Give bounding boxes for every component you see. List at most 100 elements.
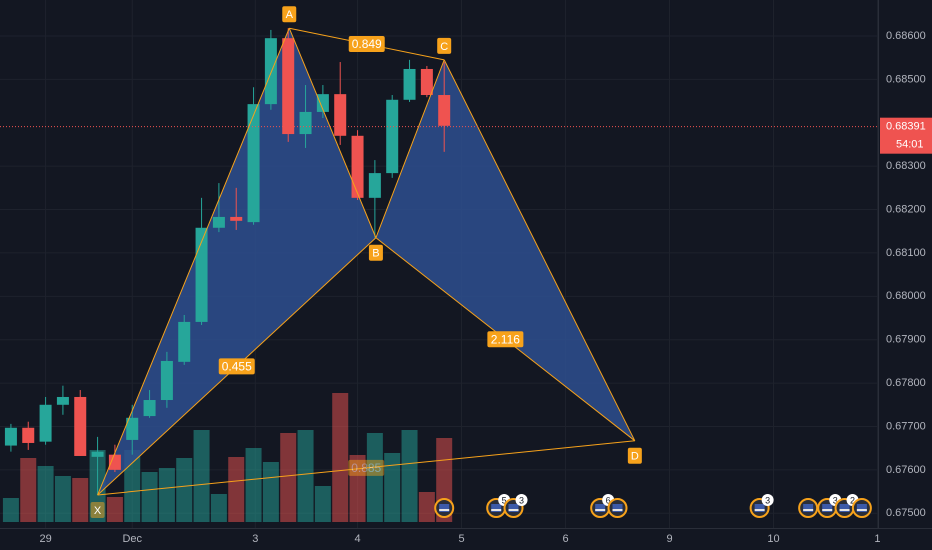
point-box [627, 447, 642, 464]
y-tick-label: 0.68000 [886, 290, 926, 302]
y-tick-label: 0.67900 [886, 334, 926, 346]
last-price-label: 0.68391 [886, 121, 926, 133]
candle-body [282, 38, 295, 135]
volume-bar [314, 486, 331, 522]
ratio-text: 0.885 [351, 461, 381, 475]
volume-bar [72, 478, 89, 522]
candle-body [403, 68, 416, 100]
event-flag [754, 504, 765, 512]
candle-body [386, 99, 399, 174]
pattern-line [97, 28, 290, 496]
event-badge [515, 494, 528, 506]
y-tick-label: 0.68500 [886, 73, 926, 85]
x-tick-label: 3 [252, 533, 258, 545]
ratio-label: 0.455 [218, 358, 255, 375]
volume-bar [384, 453, 401, 522]
event-badge-text: 2 [850, 495, 855, 505]
volume-bar [141, 472, 158, 522]
countdown-label: 54:01 [896, 139, 924, 151]
x-tick-label: 4 [354, 533, 360, 545]
point-label: D [631, 451, 639, 463]
event-flag [803, 504, 814, 512]
x-tick-label: 1 [874, 533, 880, 545]
event-flag [612, 504, 623, 512]
volume-bar [245, 448, 262, 522]
candle-body [160, 360, 173, 401]
ratio-label: 0.885 [348, 459, 385, 476]
candle-body [334, 94, 347, 136]
volume-bar [262, 462, 279, 522]
point-box [90, 502, 105, 519]
ratio-text: 0.455 [222, 360, 252, 374]
volume-bar [37, 466, 54, 522]
point-label: A [286, 9, 294, 21]
candle-body [178, 321, 191, 362]
point-box [368, 244, 383, 261]
candle-body [212, 216, 225, 228]
candle-body [126, 417, 139, 440]
ratio-box [487, 331, 524, 348]
event-flag [839, 504, 850, 512]
volume-bar [228, 457, 245, 522]
y-tick-label: 0.67800 [886, 377, 926, 389]
event-flag [508, 504, 519, 512]
pattern-line [97, 440, 635, 496]
volume-bar [366, 433, 383, 522]
candle-body [299, 111, 312, 135]
y-tick-label: 0.68600 [886, 30, 926, 42]
candle-body [91, 451, 104, 457]
pattern-line [288, 28, 377, 238]
ratio-text: 2.116 [491, 332, 520, 346]
volume-bar [193, 430, 210, 522]
candle-body [56, 396, 69, 405]
event-flag [491, 504, 502, 512]
volume-bar [210, 494, 227, 522]
event-badge-text: 3 [765, 495, 770, 505]
candle-body [74, 396, 87, 456]
volume-bar [158, 468, 175, 522]
y-tick-label: 0.67600 [886, 464, 926, 476]
candle-body [143, 400, 156, 417]
volume-bar [401, 430, 418, 522]
event-flag [595, 504, 606, 512]
ratio-label: 2.116 [487, 331, 524, 348]
point-label: B [372, 248, 379, 260]
y-tick-label: 0.67700 [886, 420, 926, 432]
pattern-fill [375, 59, 635, 441]
candle-body [4, 427, 17, 446]
y-tick-label: 0.67500 [886, 507, 926, 519]
volume-bar [124, 450, 141, 522]
event-flag [822, 504, 833, 512]
point-label: C [440, 41, 448, 53]
y-tick-label: 0.68200 [886, 203, 926, 215]
x-tick-label: 5 [458, 533, 464, 545]
candle-body [438, 95, 451, 126]
candle-body [351, 135, 364, 198]
volume-bar [176, 458, 193, 522]
volume-bar [332, 393, 349, 522]
event-flag [856, 504, 867, 512]
volume-bar [418, 492, 435, 522]
candle-body [368, 173, 381, 198]
x-tick-label: Dec [122, 533, 142, 545]
ratio-label: 0.849 [348, 36, 385, 53]
event-badge-text: 3 [833, 495, 838, 505]
ratio-box [218, 358, 255, 375]
point-label: X [94, 505, 102, 517]
candle-body [230, 216, 243, 221]
ratio-box [348, 36, 385, 53]
ratio-box [348, 459, 385, 476]
event-badge-text: 5 [502, 495, 507, 505]
last-price-box [880, 117, 932, 154]
candle-body [316, 94, 329, 112]
y-tick-label: 0.68300 [886, 160, 926, 172]
pattern-line [443, 59, 636, 442]
y-tick-label: 0.68100 [886, 247, 926, 259]
point-box [437, 37, 452, 54]
candle-body [195, 227, 208, 322]
x-tick-label: 29 [39, 533, 51, 545]
candle-body [22, 427, 35, 443]
volume-bar [349, 455, 366, 522]
volume-bar [297, 430, 314, 522]
